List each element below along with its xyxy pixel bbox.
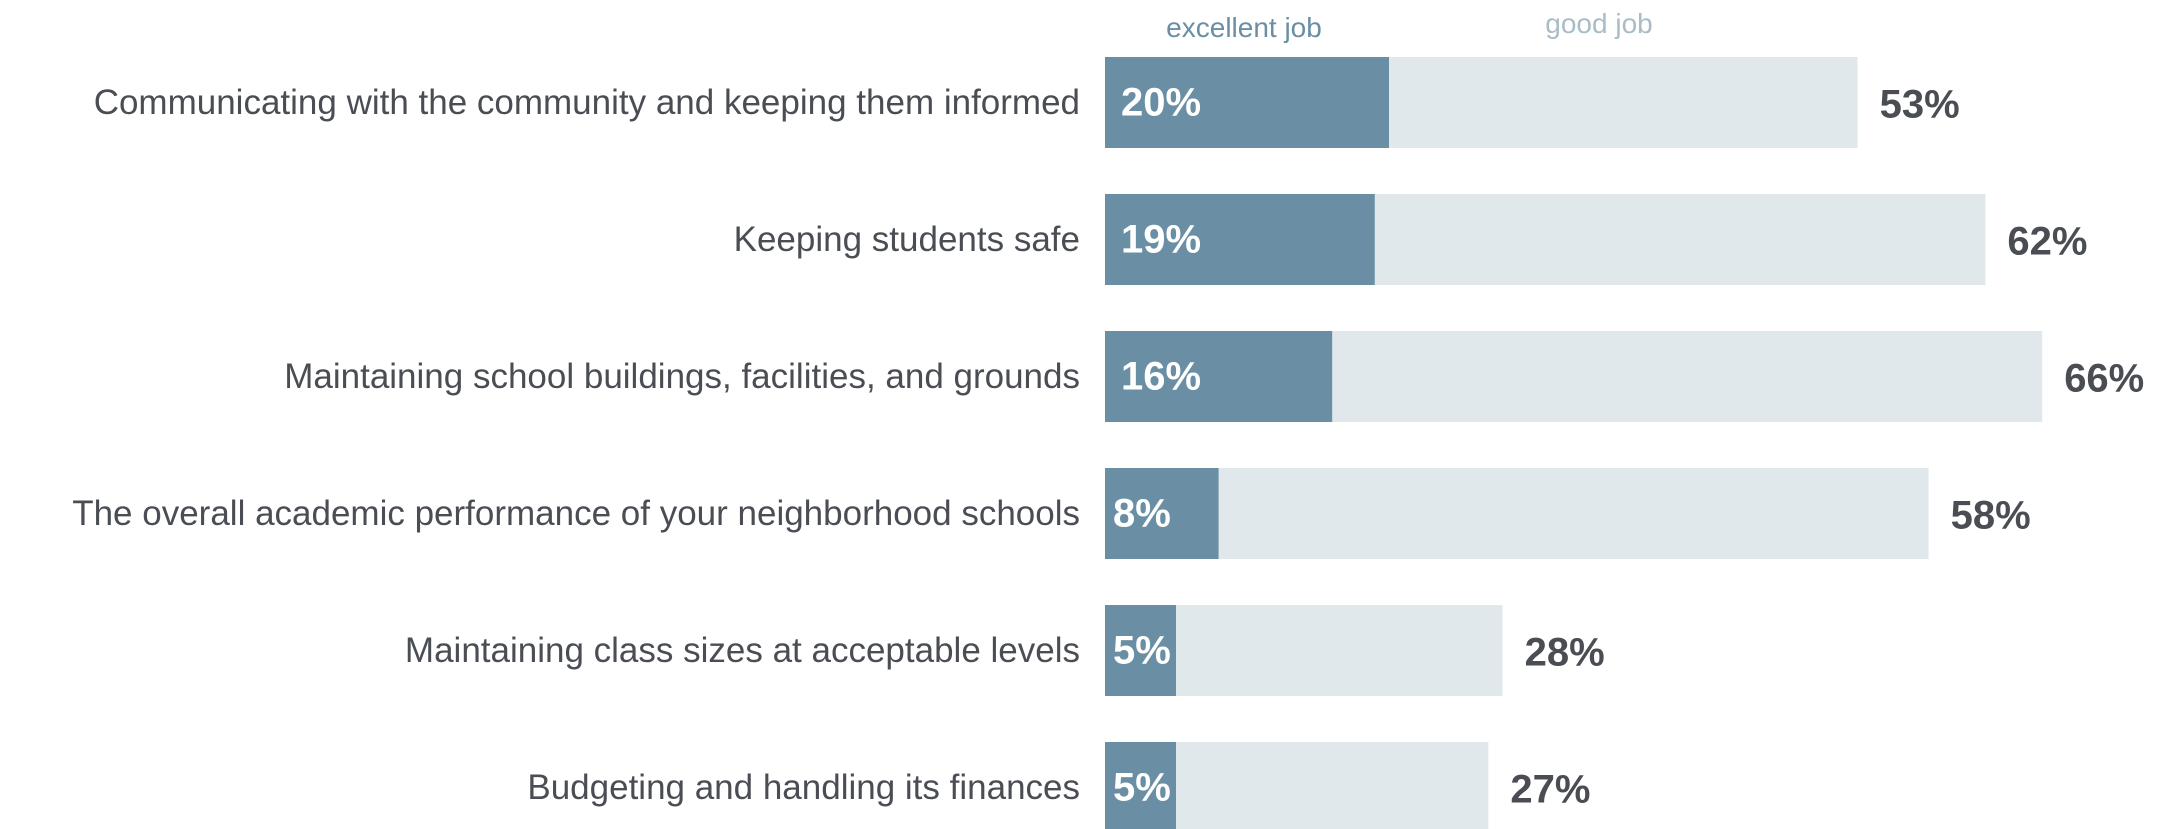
excellent-value-label-3: 8% [1113, 492, 1171, 536]
bar-good-job-3 [1218, 468, 1929, 559]
category-label-4: Maintaining class sizes at acceptable le… [405, 631, 1080, 670]
total-value-label-0: 53% [1880, 83, 1960, 127]
bar-good-job-0 [1389, 57, 1858, 148]
excellent-value-label-0: 20% [1121, 81, 1201, 125]
bar-excellent-job-0 [1105, 57, 1389, 148]
legend-good-job: good job [1545, 8, 1652, 39]
total-value-label-3: 58% [1951, 494, 2031, 538]
total-value-label-4: 28% [1525, 631, 1605, 675]
bar-good-job-2 [1332, 331, 2043, 422]
bar-excellent-job-4 [1105, 605, 1176, 696]
bar-excellent-job-3 [1105, 468, 1219, 559]
excellent-value-label-4: 5% [1113, 629, 1171, 673]
category-label-3: The overall academic performance of your… [72, 494, 1080, 533]
bar-good-job-4 [1176, 605, 1503, 696]
category-label-2: Maintaining school buildings, facilities… [284, 357, 1080, 396]
bar-excellent-job-2 [1105, 331, 1333, 422]
legend-excellent-job: excellent job [1166, 12, 1322, 43]
bar-excellent-job-1 [1105, 194, 1375, 285]
total-value-label-1: 62% [2007, 220, 2087, 264]
bar-good-job-1 [1374, 194, 1986, 285]
bar-excellent-job-5 [1105, 742, 1176, 829]
excellent-value-label-1: 19% [1121, 218, 1201, 262]
excellent-value-label-5: 5% [1113, 766, 1171, 810]
category-label-0: Communicating with the community and kee… [94, 83, 1080, 122]
total-value-label-5: 27% [1510, 768, 1590, 812]
total-value-label-2: 66% [2064, 357, 2144, 401]
excellent-value-label-2: 16% [1121, 355, 1201, 399]
bar-good-job-5 [1176, 742, 1489, 829]
category-label-5: Budgeting and handling its finances [527, 768, 1080, 807]
category-label-1: Keeping students safe [734, 220, 1080, 259]
